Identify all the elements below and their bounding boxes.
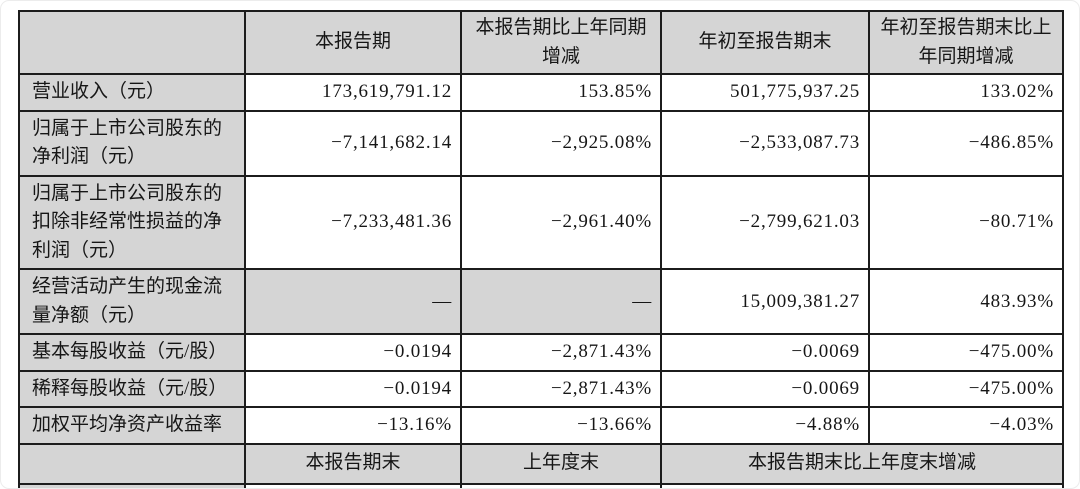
row-label: 稀释每股收益（元/股） xyxy=(18,369,246,408)
row-operating-revenue: 营业收入（元） 173,619,791.12 153.85% 501,775,9… xyxy=(18,73,1064,112)
value-cell: −10.11% xyxy=(660,482,1064,488)
value-cell: −2,961.40% xyxy=(460,174,662,270)
value-cell: −2,871.43% xyxy=(460,333,662,372)
value-cell: −0.0069 xyxy=(660,369,870,408)
corner-cell-section1 xyxy=(18,10,246,75)
column-header-current-period-yoy: 本报告期比上年同期 增减 xyxy=(460,10,662,75)
value-cell: 133.02% xyxy=(868,73,1064,112)
column-header-end-of-prior-year: 上年度末 xyxy=(460,442,662,485)
value-cell: −4.88% xyxy=(660,406,870,445)
row-label: 总资产（元） xyxy=(18,482,246,488)
row-label: 营业收入（元） xyxy=(18,73,246,112)
financial-summary-table: 本报告期 本报告期比上年同期 增减 年初至报告期末 年初至报告期末比上 年同期增… xyxy=(18,10,1064,488)
column-header-year-to-date-yoy: 年初至报告期末比上 年同期增减 xyxy=(868,10,1064,75)
value-cell: 117,128,966.34 xyxy=(460,482,662,488)
value-cell: −0.0069 xyxy=(660,333,870,372)
row-label: 归属于上市公司股东的净利润（元） xyxy=(18,109,246,177)
section2-header-row: 本报告期末 上年度末 本报告期末比上年度末增减 xyxy=(18,442,1064,485)
row-net-profit-attributable: 归属于上市公司股东的净利润（元） −7,141,682.14 −2,925.08… xyxy=(18,109,1064,177)
value-cell: −486.85% xyxy=(868,109,1064,177)
value-cell: −475.00% xyxy=(868,333,1064,372)
value-cell: −2,799,621.03 xyxy=(660,174,870,270)
corner-cell-section2 xyxy=(18,442,246,485)
value-cell: 105,283,266.92 xyxy=(244,482,462,488)
value-cell: −13.16% xyxy=(244,406,462,445)
value-cell: 153.85% xyxy=(460,73,662,112)
value-cell: 501,775,937.25 xyxy=(660,73,870,112)
row-label: 加权平均净资产收益率 xyxy=(18,406,246,445)
column-header-period-end-change: 本报告期末比上年度末增减 xyxy=(660,442,1064,485)
value-cell: −4.03% xyxy=(868,406,1064,445)
row-basic-eps: 基本每股收益（元/股） −0.0194 −2,871.43% −0.0069 −… xyxy=(18,333,1064,372)
value-cell-dash: — xyxy=(460,268,662,335)
value-cell: −2,533,087.73 xyxy=(660,109,870,177)
row-label: 归属于上市公司股东的扣除非经常性损益的净利润（元） xyxy=(18,174,246,270)
column-header-current-period: 本报告期 xyxy=(244,10,462,75)
value-cell: 15,009,381.27 xyxy=(660,268,870,335)
section1-header-row: 本报告期 本报告期比上年同期 增减 年初至报告期末 年初至报告期末比上 年同期增… xyxy=(18,10,1064,75)
value-cell: −7,233,481.36 xyxy=(244,174,462,270)
row-label: 经营活动产生的现金流量净额（元） xyxy=(18,268,246,335)
value-cell: −2,925.08% xyxy=(460,109,662,177)
row-net-profit-excl-nonrecurring: 归属于上市公司股东的扣除非经常性损益的净利润（元） −7,233,481.36 … xyxy=(18,174,1064,270)
value-cell: −475.00% xyxy=(868,369,1064,408)
value-cell: −0.0194 xyxy=(244,369,462,408)
value-cell: −0.0194 xyxy=(244,333,462,372)
value-cell: 173,619,791.12 xyxy=(244,73,462,112)
row-weighted-avg-roe: 加权平均净资产收益率 −13.16% −13.66% −4.88% −4.03% xyxy=(18,406,1064,445)
value-cell-dash: — xyxy=(244,268,462,335)
row-operating-cash-flow: 经营活动产生的现金流量净额（元） — — 15,009,381.27 483.9… xyxy=(18,268,1064,335)
column-header-end-of-period: 本报告期末 xyxy=(244,442,462,485)
value-cell: −7,141,682.14 xyxy=(244,109,462,177)
value-cell: −80.71% xyxy=(868,174,1064,270)
row-diluted-eps: 稀释每股收益（元/股） −0.0194 −2,871.43% −0.0069 −… xyxy=(18,369,1064,408)
row-total-assets: 总资产（元） 105,283,266.92 117,128,966.34 −10… xyxy=(18,482,1064,488)
column-header-year-to-date: 年初至报告期末 xyxy=(660,10,870,75)
value-cell: 483.93% xyxy=(868,268,1064,335)
row-label: 基本每股收益（元/股） xyxy=(18,333,246,372)
value-cell: −2,871.43% xyxy=(460,369,662,408)
value-cell: −13.66% xyxy=(460,406,662,445)
